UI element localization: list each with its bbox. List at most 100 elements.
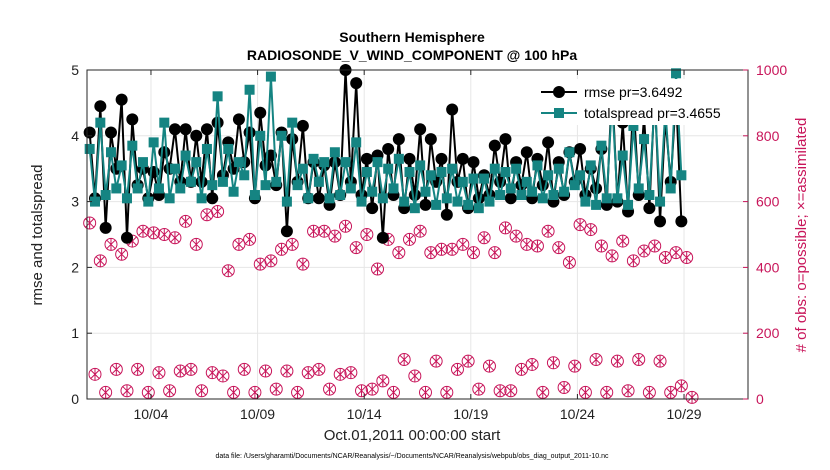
y-left-tick-label: 3	[71, 194, 79, 210]
obs-assimilated-marker	[463, 355, 473, 368]
obs-assimilated-marker	[202, 208, 212, 221]
obs-assimilated-marker	[207, 366, 217, 379]
rmse-point	[328, 156, 341, 169]
obs-assimilated-marker	[468, 246, 479, 259]
totalspread-point	[100, 190, 111, 201]
rmse-point	[206, 192, 219, 205]
rmse-point	[312, 192, 325, 205]
obs-assimilated-marker	[564, 256, 574, 269]
totalspread-point	[463, 199, 474, 210]
obs-assimilated-marker	[479, 231, 489, 244]
legend-rmse-marker	[553, 86, 565, 98]
totalspread-point	[196, 193, 207, 204]
rmse-point	[456, 152, 469, 165]
rmse-point	[211, 116, 224, 129]
y-left-tick-label: 2	[71, 259, 79, 275]
rmse-point	[200, 123, 213, 136]
totalspread-point	[452, 196, 463, 207]
obs-assimilated-marker	[399, 353, 409, 366]
rmse-point	[168, 123, 181, 136]
rmse-point	[654, 215, 667, 228]
y-right-tick-label: 400	[756, 259, 780, 275]
rmse-point	[403, 152, 416, 165]
obs-assimilated-marker	[575, 218, 585, 231]
y-right-tick-label: 0	[756, 391, 764, 407]
totalspread-point	[159, 117, 170, 128]
obs-assimilated-marker	[191, 238, 201, 251]
totalspread-point	[180, 150, 191, 161]
totalspread-point	[281, 196, 292, 207]
obs-assimilated-marker	[149, 226, 159, 239]
totalspread-point	[148, 137, 159, 148]
totalspread-point	[527, 186, 538, 197]
x-tick-label: 10/14	[347, 406, 382, 422]
totalspread-point	[95, 117, 106, 128]
totalspread-point	[612, 193, 623, 204]
totalspread-point	[308, 153, 319, 164]
totalspread-point	[505, 183, 516, 194]
obs-assimilated-marker	[554, 241, 564, 254]
obs-assimilated-marker	[106, 238, 116, 251]
plot-area-frame	[86, 69, 749, 400]
obs-assimilated-marker	[175, 365, 185, 378]
totalspread-point	[532, 160, 543, 171]
totalspread-point	[495, 190, 506, 201]
y-axis-left-label: rmse and totalspread	[29, 165, 46, 306]
obs-assimilated-marker	[431, 355, 441, 368]
obs-assimilated-marker	[676, 379, 686, 392]
obs-assimilated-marker	[218, 369, 228, 382]
rmse-point	[472, 192, 485, 205]
legend: rmse pr=3.6492 totalspread pr=3.4655	[537, 79, 737, 125]
totalspread-point	[377, 193, 388, 204]
x-tick-label: 10/29	[667, 406, 702, 422]
rmse-point	[104, 126, 117, 139]
rmse-point	[232, 113, 245, 126]
totalspread-point	[335, 190, 346, 201]
x-tick-label: 10/19	[453, 406, 488, 422]
obs-assimilated-marker	[159, 228, 169, 241]
totalspread-point	[185, 176, 196, 187]
totalspread-point	[447, 163, 458, 174]
totalspread-point	[575, 170, 586, 181]
rmse-point	[440, 208, 453, 221]
totalspread-point	[393, 153, 404, 164]
obs-assimilated-marker	[101, 386, 111, 399]
totalspread-point	[671, 68, 682, 79]
y-right-tick-label: 200	[756, 325, 780, 341]
totalspread-point	[303, 193, 314, 204]
totalspread-point	[276, 130, 287, 141]
obs-assimilated-marker	[660, 251, 670, 264]
rmse-point	[280, 225, 293, 238]
totalspread-point	[329, 147, 340, 158]
obs-assimilated-marker	[362, 228, 372, 241]
obs-assimilated-marker	[410, 369, 420, 382]
totalspread-point	[116, 160, 127, 171]
obs-assimilated-marker	[308, 225, 319, 238]
totalspread-point	[233, 157, 244, 168]
obs-assimilated-marker	[602, 386, 612, 399]
totalspread-point	[404, 166, 415, 177]
rmse-point	[350, 77, 363, 90]
rmse-point	[419, 198, 432, 211]
totalspread-point	[356, 196, 367, 207]
totalspread-point	[553, 163, 564, 174]
totalspread-point	[665, 183, 676, 194]
totalspread-point	[121, 193, 132, 204]
obs-assimilated-marker	[666, 386, 676, 399]
obs-assimilated-marker	[612, 355, 622, 368]
totalspread-point	[319, 157, 330, 168]
obs-assimilated-marker	[111, 363, 121, 376]
rmse-point	[392, 133, 405, 146]
totalspread-point	[217, 176, 228, 187]
totalspread-point	[409, 203, 420, 214]
totalspread-point	[223, 143, 234, 154]
rmse-point	[504, 192, 517, 205]
obs-assimilated-marker	[548, 356, 558, 369]
obs-assimilated-marker	[655, 355, 665, 368]
rmse-point	[115, 93, 128, 106]
rmse-point	[286, 133, 299, 146]
x-tick-label: 10/04	[133, 406, 168, 422]
y-left-tick-label: 4	[71, 128, 79, 144]
rmse-point	[120, 231, 133, 244]
